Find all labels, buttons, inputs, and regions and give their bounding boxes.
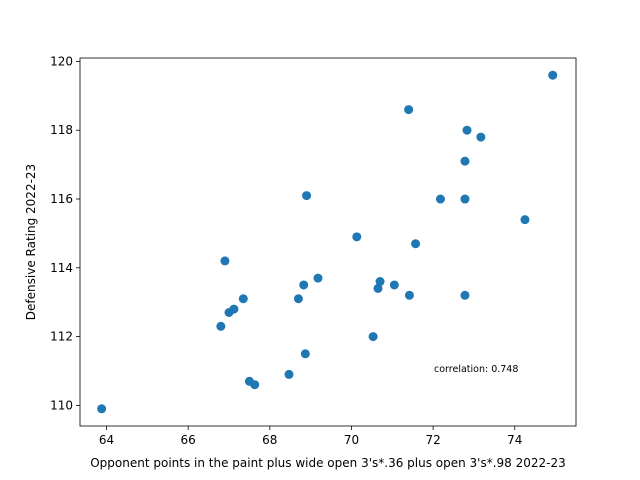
y-axis-label: Defensive Rating 2022-23 — [24, 164, 38, 320]
data-point — [220, 256, 230, 266]
data-point — [462, 125, 472, 135]
data-point — [435, 194, 445, 204]
data-point — [284, 369, 294, 379]
data-point — [460, 194, 470, 204]
x-tick-label: 64 — [99, 433, 114, 447]
data-point — [250, 380, 260, 390]
y-tick-label: 120 — [50, 54, 73, 68]
data-point — [411, 239, 421, 249]
data-point — [520, 215, 530, 225]
data-point — [299, 280, 309, 290]
x-tick-label: 68 — [262, 433, 277, 447]
data-point — [460, 156, 470, 166]
data-point — [238, 294, 248, 304]
data-point — [293, 294, 303, 304]
data-point — [460, 290, 470, 300]
data-point — [216, 321, 226, 331]
y-tick-label: 116 — [50, 192, 73, 206]
x-tick-label: 72 — [425, 433, 440, 447]
y-tick-label: 112 — [50, 330, 73, 344]
y-tick-label: 114 — [50, 261, 73, 275]
data-point — [373, 283, 383, 293]
y-tick-label: 110 — [50, 398, 73, 412]
x-tick-label: 74 — [507, 433, 522, 447]
data-point — [548, 70, 558, 80]
data-point — [368, 332, 378, 342]
data-point — [352, 232, 362, 242]
data-point — [97, 404, 107, 414]
y-tick-label: 118 — [50, 123, 73, 137]
data-point — [229, 304, 239, 314]
x-axis-label: Opponent points in the paint plus wide o… — [90, 456, 566, 470]
x-tick-label: 70 — [344, 433, 359, 447]
plot-area — [79, 57, 577, 427]
data-point — [404, 105, 414, 115]
data-point — [404, 290, 414, 300]
data-points — [97, 70, 558, 414]
y-axis: 110 112 114 116 118 120 — [50, 54, 80, 412]
x-axis: 64 66 68 70 72 74 — [99, 426, 522, 447]
data-point — [476, 132, 486, 142]
data-point — [375, 277, 385, 287]
data-point — [300, 349, 310, 359]
correlation-annotation: correlation: 0.748 — [434, 364, 518, 375]
data-point — [313, 273, 323, 283]
data-point — [389, 280, 399, 290]
data-point — [302, 191, 312, 201]
x-tick-label: 66 — [181, 433, 196, 447]
